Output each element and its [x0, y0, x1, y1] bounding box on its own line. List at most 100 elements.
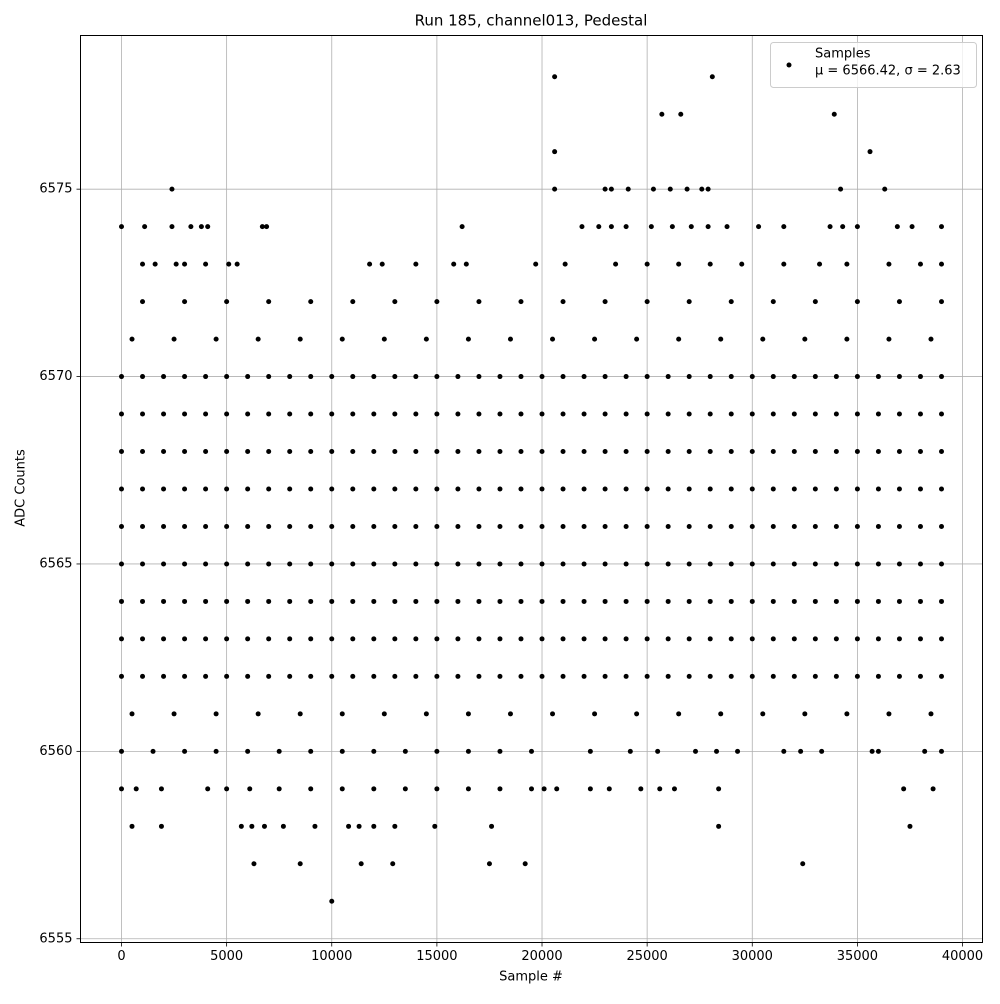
point [255, 711, 261, 717]
point [142, 224, 148, 230]
point [251, 861, 257, 867]
point [707, 374, 713, 380]
point [667, 186, 673, 192]
point [350, 598, 356, 604]
point [245, 748, 251, 754]
point [665, 523, 671, 529]
point [833, 449, 839, 455]
point [939, 224, 944, 230]
point [234, 261, 240, 267]
point [434, 636, 440, 642]
x-tick-label: 15000 [416, 949, 457, 964]
point [266, 636, 272, 642]
point [119, 486, 124, 492]
x-tick-label: 0 [117, 949, 125, 964]
point [119, 748, 124, 754]
point [371, 374, 377, 380]
point [497, 486, 503, 492]
point [869, 748, 875, 754]
point [339, 711, 345, 717]
point [434, 299, 440, 305]
point [518, 299, 524, 305]
point [812, 523, 818, 529]
point [812, 636, 818, 642]
point [476, 299, 482, 305]
point [917, 374, 923, 380]
point [455, 486, 461, 492]
point [392, 299, 398, 305]
point [749, 374, 755, 380]
point [833, 411, 839, 417]
point [724, 224, 730, 230]
point [602, 186, 608, 192]
point [581, 673, 587, 679]
point [896, 449, 902, 455]
point [245, 523, 251, 529]
point [901, 786, 907, 792]
point [581, 411, 587, 417]
point [817, 261, 823, 267]
point [875, 374, 881, 380]
point [665, 374, 671, 380]
point [140, 261, 146, 267]
point [739, 261, 745, 267]
point [735, 748, 741, 754]
point [875, 673, 881, 679]
point [329, 561, 335, 567]
point [644, 299, 650, 305]
point [119, 673, 124, 679]
point [245, 449, 251, 455]
x-axis-label: Sample # [499, 970, 563, 985]
point [854, 598, 860, 604]
point [392, 561, 398, 567]
x-tick-label: 40000 [942, 949, 983, 964]
point [623, 636, 629, 642]
point [655, 748, 661, 754]
point [728, 523, 734, 529]
point [140, 561, 146, 567]
point [119, 598, 124, 604]
point [587, 748, 593, 754]
point [831, 111, 837, 117]
point [602, 299, 608, 305]
point [896, 486, 902, 492]
point [854, 636, 860, 642]
x-tick-label: 25000 [626, 949, 667, 964]
point [224, 486, 230, 492]
point [587, 786, 593, 792]
point [812, 561, 818, 567]
point [686, 673, 692, 679]
point [875, 636, 881, 642]
point [182, 673, 188, 679]
point [213, 711, 219, 717]
point [798, 748, 804, 754]
point [465, 711, 471, 717]
point [140, 449, 146, 455]
point [623, 598, 629, 604]
point [686, 523, 692, 529]
point [791, 449, 797, 455]
point [917, 486, 923, 492]
point [533, 261, 539, 267]
point [875, 411, 881, 417]
point [939, 374, 944, 380]
point [844, 336, 850, 342]
point [623, 561, 629, 567]
point [602, 411, 608, 417]
point [140, 673, 146, 679]
point [760, 336, 766, 342]
point [371, 411, 377, 417]
point [308, 748, 314, 754]
point [917, 523, 923, 529]
point [728, 411, 734, 417]
point [276, 748, 282, 754]
point [791, 561, 797, 567]
point [760, 711, 766, 717]
point [686, 486, 692, 492]
point [669, 224, 675, 230]
point [249, 823, 255, 829]
point [203, 598, 209, 604]
point [707, 598, 713, 604]
point [287, 598, 293, 604]
point [791, 523, 797, 529]
